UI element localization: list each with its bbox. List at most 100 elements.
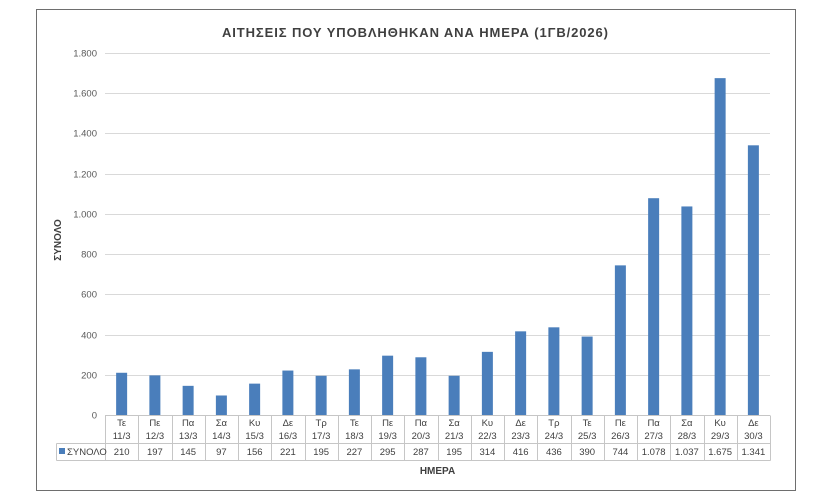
x-category-day-15-3: Κυ bbox=[249, 418, 261, 429]
bar-26-3 bbox=[614, 265, 626, 415]
bar-19-3 bbox=[382, 355, 394, 415]
data-table-value-15-3: 156 bbox=[247, 447, 263, 458]
x-category-date-13-3: 13/3 bbox=[179, 431, 198, 442]
bar-29-3 bbox=[714, 78, 726, 415]
x-category-date-21-3: 21/3 bbox=[445, 431, 464, 442]
x-category-day-19-3: Πε bbox=[382, 418, 394, 429]
data-table-value-16-3: 221 bbox=[280, 447, 296, 458]
bar-30-3 bbox=[747, 145, 759, 415]
x-category-date-26-3: 26/3 bbox=[611, 431, 630, 442]
x-category-day-25-3: Τε bbox=[583, 418, 593, 429]
bar-15-3 bbox=[249, 383, 261, 415]
x-category-day-13-3: Πα bbox=[182, 418, 195, 429]
data-table-value-20-3: 287 bbox=[413, 447, 429, 458]
x-category-day-30-3: Δε bbox=[748, 418, 759, 429]
x-category-date-11-3: 11/3 bbox=[113, 431, 131, 442]
gridlines bbox=[105, 53, 770, 416]
x-category-date-14-3: 14/3 bbox=[212, 431, 231, 442]
bar-20-3 bbox=[415, 357, 427, 415]
data-table-value-23-3: 416 bbox=[513, 447, 529, 458]
data-table: Τε 11/3 210 Πε 12/3 197 Πα 13/3 145 Σα 14/3 97 Κυ 15/… bbox=[56, 415, 771, 461]
bar-22-3 bbox=[481, 351, 493, 415]
x-category-date-17-3: 17/3 bbox=[312, 431, 331, 442]
bar-14-3 bbox=[215, 395, 227, 415]
data-table-value-24-3: 436 bbox=[546, 447, 562, 458]
x-category-date-25-3: 25/3 bbox=[578, 431, 597, 442]
x-category-day-20-3: Πα bbox=[415, 418, 428, 429]
data-table-value-29-3: 1.675 bbox=[708, 447, 732, 458]
x-category-date-28-3: 28/3 bbox=[678, 431, 697, 442]
bar-16-3 bbox=[282, 370, 294, 415]
data-table-value-14-3: 97 bbox=[216, 447, 227, 458]
x-category-date-18-3: 18/3 bbox=[345, 431, 364, 442]
bar-21-3 bbox=[448, 375, 460, 415]
bar-17-3 bbox=[315, 375, 327, 415]
x-category-date-19-3: 19/3 bbox=[378, 431, 397, 442]
bar-12-3 bbox=[149, 375, 161, 415]
x-category-date-30-3: 30/3 bbox=[744, 431, 763, 442]
x-category-date-16-3: 16/3 bbox=[279, 431, 298, 442]
x-category-date-22-3: 22/3 bbox=[478, 431, 497, 442]
x-category-day-12-3: Πε bbox=[149, 418, 161, 429]
legend-label: ΣΥΝΟΛΟ bbox=[67, 447, 107, 458]
y-tick-label-400: 400 bbox=[81, 331, 97, 342]
x-category-day-26-3: Πε bbox=[615, 418, 627, 429]
x-category-day-16-3: Δε bbox=[283, 418, 294, 429]
data-table-value-25-3: 390 bbox=[579, 447, 595, 458]
data-table-value-13-3: 145 bbox=[180, 447, 196, 458]
data-table-value-11-3: 210 bbox=[114, 447, 130, 458]
x-category-day-14-3: Σα bbox=[216, 418, 228, 429]
bar-11-3 bbox=[116, 372, 128, 415]
data-table-value-18-3: 227 bbox=[346, 447, 362, 458]
x-category-date-23-3: 23/3 bbox=[511, 431, 530, 442]
y-tick-label-200: 200 bbox=[81, 371, 97, 382]
bar-series bbox=[116, 78, 759, 415]
x-category-day-28-3: Σα bbox=[681, 418, 693, 429]
data-table-value-12-3: 197 bbox=[147, 447, 163, 458]
x-category-date-12-3: 12/3 bbox=[146, 431, 165, 442]
bar-27-3 bbox=[648, 198, 660, 415]
x-category-day-27-3: Πα bbox=[647, 418, 660, 429]
x-category-date-27-3: 27/3 bbox=[644, 431, 663, 442]
x-axis-title: ΗΜΕΡΑ bbox=[420, 466, 455, 477]
data-table-value-28-3: 1.037 bbox=[675, 447, 699, 458]
y-tick-label-1600: 1.600 bbox=[73, 89, 97, 100]
x-category-day-18-3: Τε bbox=[350, 418, 360, 429]
y-tick-label-1200: 1.200 bbox=[73, 170, 97, 181]
x-category-day-29-3: Κυ bbox=[714, 418, 726, 429]
bar-18-3 bbox=[348, 369, 360, 415]
x-category-date-24-3: 24/3 bbox=[545, 431, 564, 442]
data-table-value-27-3: 1.078 bbox=[642, 447, 666, 458]
y-tick-label-1400: 1.400 bbox=[73, 129, 97, 140]
y-tick-label-600: 600 bbox=[81, 290, 97, 301]
bar-28-3 bbox=[681, 206, 693, 415]
bar-25-3 bbox=[581, 336, 593, 415]
data-table-value-30-3: 1.341 bbox=[741, 447, 765, 458]
y-axis-title: ΣΥΝΟΛΟ bbox=[53, 219, 64, 261]
y-tick-label-1800: 1.800 bbox=[73, 49, 97, 60]
y-tick-label-1000: 1.000 bbox=[73, 210, 97, 221]
data-table-value-21-3: 195 bbox=[446, 447, 462, 458]
data-table-value-26-3: 744 bbox=[612, 447, 628, 458]
data-table-value-22-3: 314 bbox=[479, 447, 495, 458]
x-category-day-23-3: Δε bbox=[515, 418, 526, 429]
legend-swatch bbox=[59, 448, 65, 454]
x-category-day-24-3: Τρ bbox=[548, 418, 560, 429]
bar-24-3 bbox=[548, 327, 560, 415]
x-category-day-17-3: Τρ bbox=[316, 418, 328, 429]
data-table-cells: Τε 11/3 210 Πε 12/3 197 Πα 13/3 145 Σα 14/3 97 Κυ 15/… bbox=[113, 418, 766, 458]
x-category-date-29-3: 29/3 bbox=[711, 431, 730, 442]
y-axis-tick-labels: 0 200 400 600 800 1.000 1.200 1.400 1.600 1.800 bbox=[73, 49, 97, 422]
data-table-grid bbox=[56, 415, 771, 461]
bar-13-3 bbox=[182, 385, 194, 415]
x-category-day-11-3: Τε bbox=[117, 418, 127, 429]
x-category-date-20-3: 20/3 bbox=[412, 431, 431, 442]
x-category-date-15-3: 15/3 bbox=[245, 431, 264, 442]
x-category-day-22-3: Κυ bbox=[482, 418, 494, 429]
x-category-day-21-3: Σα bbox=[448, 418, 460, 429]
y-tick-label-0: 0 bbox=[92, 411, 97, 422]
chart-title: ΑΙΤΗΣΕΙΣ ΠΟΥ ΥΠΟΒΛΗΘΗΚΑΝ ΑΝΑ ΗΜΕΡΑ (1ΓΒ/… bbox=[222, 25, 608, 40]
data-table-value-19-3: 295 bbox=[380, 447, 396, 458]
data-table-value-17-3: 195 bbox=[313, 447, 329, 458]
